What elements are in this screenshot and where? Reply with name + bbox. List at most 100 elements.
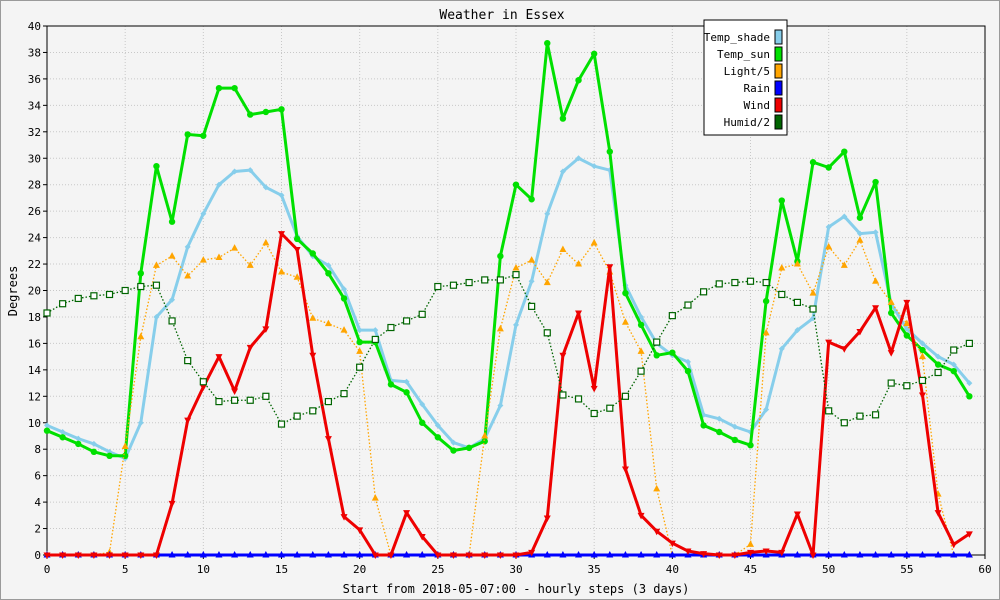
data-point-rain: [168, 551, 176, 558]
legend-swatch-humid-2: [774, 114, 783, 130]
data-point-wind: [152, 552, 160, 559]
data-point-humid-2: [496, 276, 504, 284]
data-point-light-5: [356, 347, 364, 354]
data-point-light-5: [590, 238, 598, 246]
grid: [46, 25, 986, 556]
data-point-temp-sun: [325, 270, 332, 277]
data-point-temp-sun: [59, 434, 66, 441]
data-point-wind: [90, 552, 98, 559]
data-point-temp-shade: [778, 345, 785, 352]
legend-label-temp-shade: Temp_shade: [704, 31, 770, 44]
x-tick-label: 20: [353, 563, 366, 576]
data-point-rain: [872, 551, 880, 558]
data-point-wind: [403, 510, 411, 517]
data-point-temp-sun: [450, 447, 457, 454]
legend-swatch-temp-shade: [774, 29, 783, 45]
data-point-temp-shade: [763, 406, 770, 413]
data-point-humid-2: [74, 294, 82, 303]
data-point-temp-sun: [90, 448, 98, 456]
series-line-temp-shade: [46, 156, 971, 460]
data-point-wind: [872, 305, 880, 312]
data-point-humid-2: [371, 335, 379, 344]
data-point-wind: [121, 552, 129, 559]
y-tick-label: 22: [28, 258, 41, 271]
data-point-humid-2: [856, 412, 864, 420]
data-point-wind: [418, 533, 426, 541]
data-point-humid-2: [137, 282, 145, 291]
y-tick-label: 24: [28, 232, 42, 245]
data-point-temp-shade: [75, 435, 82, 442]
data-point-light-5: [856, 236, 864, 243]
data-point-wind: [621, 466, 629, 474]
data-point-humid-2: [934, 368, 942, 377]
x-tick-label: 25: [431, 563, 444, 576]
data-point-light-5: [543, 278, 551, 286]
data-point-temp-sun: [700, 422, 707, 429]
data-point-wind: [262, 326, 270, 333]
data-point-temp-sun: [419, 419, 426, 426]
data-point-humid-2: [262, 392, 270, 400]
data-point-wind: [293, 247, 301, 254]
y-tick-label: 40: [28, 20, 41, 33]
data-point-temp-shade: [184, 243, 191, 250]
data-point-light-5: [887, 298, 895, 305]
x-tick-label: 50: [822, 563, 835, 576]
data-point-rain: [825, 551, 833, 558]
data-point-humid-2: [653, 338, 661, 346]
data-point-temp-sun: [137, 270, 144, 277]
data-point-light-5: [809, 289, 817, 296]
data-point-humid-2: [746, 277, 755, 285]
data-point-humid-2: [59, 300, 67, 308]
data-point-temp-sun: [731, 436, 739, 444]
y-tick-label: 36: [28, 73, 41, 86]
data-point-temp-sun: [856, 214, 864, 221]
data-point-light-5: [309, 314, 317, 321]
data-point-humid-2: [950, 346, 958, 354]
data-point-humid-2: [356, 363, 364, 371]
x-tick-label: 40: [666, 563, 679, 576]
series-wind: [43, 231, 973, 559]
data-point-temp-shade: [137, 419, 144, 426]
y-tick-label: 6: [34, 470, 41, 483]
series-light-5: [43, 236, 973, 558]
data-point-humid-2: [918, 376, 927, 385]
data-point-temp-sun: [606, 148, 613, 155]
data-point-temp-sun: [184, 131, 191, 138]
data-point-temp-shade: [716, 415, 723, 422]
data-point-humid-2: [481, 276, 489, 284]
data-point-temp-shade: [841, 213, 848, 220]
data-point-rain: [246, 551, 254, 558]
y-tick-label: 2: [34, 523, 41, 536]
data-point-humid-2: [715, 280, 723, 288]
data-point-rain: [965, 551, 973, 558]
data-point-rain: [903, 551, 911, 558]
data-point-humid-2: [684, 301, 692, 309]
data-point-light-5: [512, 264, 520, 271]
data-point-temp-shade: [935, 353, 942, 360]
x-tick-label: 60: [978, 563, 991, 576]
data-point-wind: [106, 552, 114, 559]
data-point-temp-shade: [856, 230, 863, 237]
series-line-light-5: [47, 239, 970, 556]
data-point-light-5: [246, 261, 254, 268]
legend-box: [703, 19, 788, 136]
data-point-light-5: [528, 256, 536, 263]
data-point-wind: [231, 388, 239, 396]
data-point-temp-sun: [528, 196, 535, 203]
data-point-wind: [199, 384, 207, 392]
data-point-rain: [324, 551, 332, 558]
data-point-light-5: [918, 352, 926, 360]
data-point-temp-shade: [215, 181, 222, 188]
data-point-temp-sun: [809, 159, 817, 166]
data-point-humid-2: [90, 292, 98, 300]
data-point-temp-shade: [231, 168, 238, 175]
data-point-wind: [137, 552, 145, 559]
data-point-light-5: [481, 431, 489, 439]
data-point-temp-shade: [794, 327, 801, 334]
data-point-temp-sun: [559, 115, 567, 122]
data-point-temp-sun: [762, 297, 770, 305]
data-point-rain: [637, 551, 645, 558]
data-point-wind: [512, 552, 520, 559]
data-point-temp-shade: [950, 361, 957, 368]
